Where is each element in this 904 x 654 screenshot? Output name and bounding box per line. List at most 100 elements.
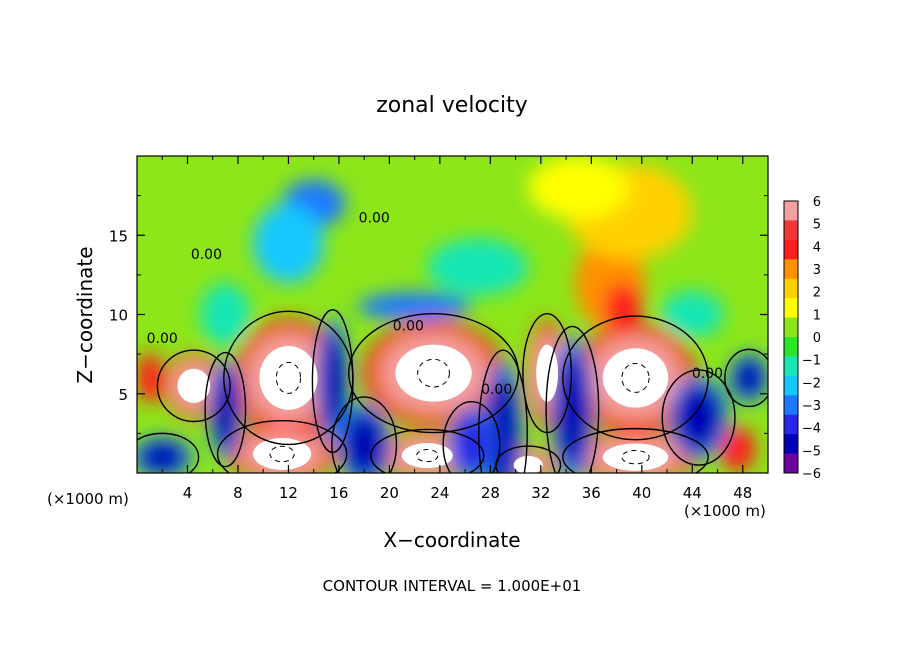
saturated-cores <box>177 344 669 473</box>
y-tick-label: 10 <box>109 307 128 325</box>
feature-blob <box>660 290 724 339</box>
contour-line-dashed <box>275 361 302 394</box>
x-tick-label: 36 <box>582 484 601 502</box>
x-tick-label: 44 <box>683 484 702 502</box>
contour-labels: 0.00 0.00 0.00 0.00 0.00 0.00 <box>147 211 723 398</box>
colorbar-swatch <box>784 201 798 221</box>
x-tick-label: 8 <box>233 484 243 502</box>
contour-line-dashed <box>621 449 650 465</box>
contour-label: 0.00 <box>359 211 390 227</box>
feature-blob <box>453 415 490 473</box>
colorbar-swatch <box>784 317 798 338</box>
y-tick-label: 15 <box>109 227 128 245</box>
contour-line <box>478 349 528 473</box>
saturated-core <box>259 345 318 410</box>
x-axis-ticks: 4 8 12 16 20 24 28 32 36 40 44 48 <box>161 156 752 502</box>
x-unit-right: (×1000 m) <box>684 502 766 520</box>
colorbar-swatch <box>784 298 798 319</box>
contour-line <box>562 315 709 441</box>
saturated-core <box>253 438 312 470</box>
contour-line <box>204 351 247 468</box>
contour-line <box>331 396 398 473</box>
contour-label: 0.00 <box>481 382 512 398</box>
contour-line <box>348 313 520 434</box>
colorbar-label: 3 <box>813 263 821 278</box>
contour-line <box>562 427 709 473</box>
x-tick-label: 24 <box>430 484 449 502</box>
x-tick-label: 4 <box>183 484 193 502</box>
feature-blob <box>603 282 642 331</box>
saturated-core <box>602 348 669 408</box>
colorbar-swatch <box>784 278 798 299</box>
contour-line <box>216 420 348 473</box>
feature-blob <box>427 238 529 296</box>
feature-blob <box>212 371 238 448</box>
y-tick-label: 5 <box>118 386 128 404</box>
colorbar-swatch <box>784 375 798 396</box>
feature-blob <box>528 156 630 220</box>
feature-blob <box>733 358 765 397</box>
colorbar-label: −6 <box>802 467 821 482</box>
chart-title: zonal velocity <box>376 93 528 118</box>
feature-blob <box>343 412 385 473</box>
colorbar-label: −1 <box>802 354 821 369</box>
contour-label: 0.00 <box>692 366 723 382</box>
feature-blob <box>200 282 251 347</box>
x-tick-label: 20 <box>380 484 399 502</box>
colorbar-label: 0 <box>813 331 821 346</box>
feature-blob <box>319 333 346 429</box>
colorbar-swatch <box>784 453 798 474</box>
feature-blob <box>720 427 756 472</box>
contour-label: 0.00 <box>147 331 178 347</box>
feature-blob <box>357 292 472 321</box>
colorbar-swatch <box>784 356 798 377</box>
contour-line-dashed <box>269 445 295 463</box>
colorbar-swatch <box>784 434 798 455</box>
zero-contours <box>137 309 768 473</box>
contour-label: 0.00 <box>191 247 222 263</box>
x-tick-label: 32 <box>531 484 550 502</box>
contour-line-dashed <box>416 448 439 463</box>
x-tick-label: 28 <box>481 484 500 502</box>
colorbar-swatch <box>784 414 798 435</box>
colorbar-label: −4 <box>802 422 821 437</box>
contour-line <box>156 349 231 423</box>
colorbar-label: −3 <box>802 399 821 414</box>
colorbar: 6 5 4 3 2 1 0 −1 −2 −3 −4 −5 −6 <box>783 195 821 482</box>
colorbar-frame <box>783 200 799 474</box>
contour-interval-note: CONTOUR INTERVAL = 1.000E+01 <box>323 577 582 595</box>
feature-blob <box>253 203 324 283</box>
colorbar-label: 1 <box>813 308 821 323</box>
contour-line <box>370 428 485 473</box>
colorbar-label: −5 <box>802 444 821 459</box>
heatmap-area: 0.00 0.00 0.00 0.00 0.00 0.00 <box>137 156 768 473</box>
contour-line <box>545 325 600 473</box>
y-axis-ticks: 5 10 15 <box>109 195 768 434</box>
x-tick-label: 48 <box>733 484 752 502</box>
contour-line-dashed <box>621 362 650 393</box>
x-axis-label: X−coordinate <box>383 528 520 552</box>
x-tick-label: 12 <box>279 484 298 502</box>
colorbar-swatch <box>784 239 798 260</box>
colorbar-label: 6 <box>813 195 821 210</box>
colorbar-label: 2 <box>813 286 821 301</box>
colorbar-swatch <box>784 395 798 416</box>
contour-line <box>724 348 768 408</box>
saturated-core <box>401 443 453 469</box>
saturated-core <box>177 368 211 403</box>
colorbar-swatch <box>784 259 798 280</box>
x-tick-label: 16 <box>329 484 348 502</box>
saturated-core <box>395 344 472 402</box>
colorbar-swatch <box>784 220 798 241</box>
contour-line <box>442 400 501 473</box>
colorbar-label: 5 <box>813 218 821 233</box>
contour-line <box>661 369 736 466</box>
colorbar-label: 4 <box>813 240 821 255</box>
contour-line-dashed <box>417 358 450 388</box>
x-tick-label: 40 <box>632 484 651 502</box>
x-unit-left: (×1000 m) <box>47 490 129 508</box>
feature-blob <box>137 352 163 404</box>
colorbar-swatch <box>784 337 798 357</box>
contour-label: 0.00 <box>393 318 424 334</box>
